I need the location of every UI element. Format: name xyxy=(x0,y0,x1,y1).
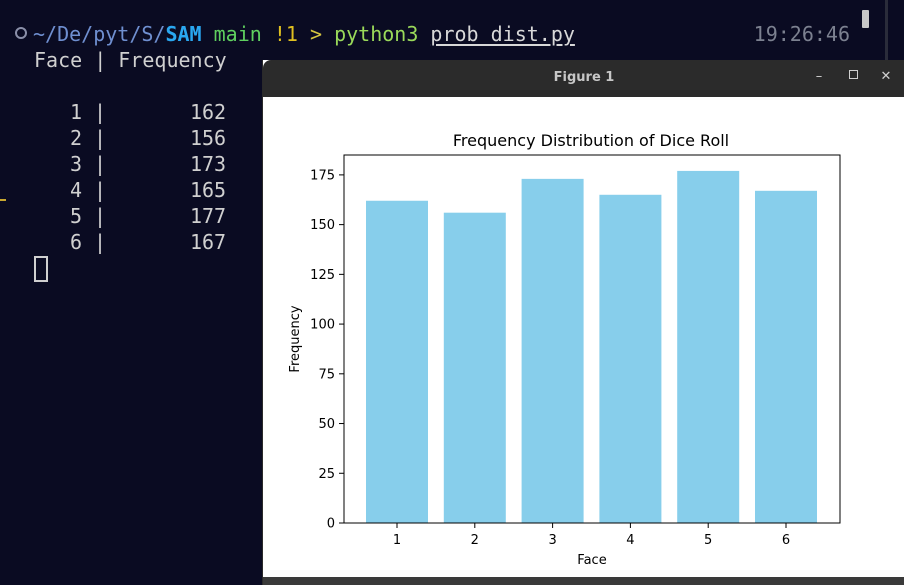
y-tick-label: 0 xyxy=(327,517,335,532)
row-frequency: 165 xyxy=(189,178,227,202)
bar-face-4 xyxy=(599,194,662,523)
figure-title: Figure 1 xyxy=(553,70,615,85)
y-tick-label: 175 xyxy=(310,168,335,183)
output-header: Face | Frequency xyxy=(34,48,227,72)
minimize-button[interactable]: – xyxy=(815,69,823,84)
row-face: 5 xyxy=(69,204,82,228)
output-row: 2 | 156 xyxy=(34,125,226,151)
terminal-scrollbar-thumb[interactable] xyxy=(862,10,869,28)
figure-window[interactable]: Figure 1 – ✕ Frequency Distribution of D… xyxy=(262,60,904,585)
row-frequency: 177 xyxy=(189,204,227,228)
y-tick-label: 75 xyxy=(318,367,335,382)
window-divider xyxy=(885,0,888,60)
plot-frame xyxy=(343,154,841,524)
x-tick-label: 3 xyxy=(548,533,556,548)
maximize-icon xyxy=(848,70,858,79)
shell-prompt: ~/De/pyt/S/SAM main !1 > python3 prob_di… xyxy=(15,21,575,47)
git-status: !1 xyxy=(273,22,298,46)
command-argument: prob_dist.py xyxy=(430,22,575,46)
prompt-time: 19:26:46 xyxy=(753,22,850,46)
x-tick-label: 1 xyxy=(393,533,401,548)
git-branch: main xyxy=(213,22,262,46)
x-tick-label: 6 xyxy=(782,533,790,548)
y-tick-label: 100 xyxy=(310,318,335,333)
row-frequency: 167 xyxy=(189,230,227,254)
prompt-path: ~/De/pyt/S/ xyxy=(33,22,166,46)
y-tick-label: 150 xyxy=(310,218,335,233)
figure-statusbar xyxy=(263,577,904,585)
maximize-button[interactable] xyxy=(845,69,861,85)
row-face: 6 xyxy=(69,230,82,254)
prompt-current-dir: SAM xyxy=(165,22,202,46)
row-frequency: 156 xyxy=(189,126,227,150)
bar-chart: Frequency Distribution of Dice Roll 0255… xyxy=(288,131,841,568)
figure-titlebar[interactable]: Figure 1 – ✕ xyxy=(263,60,904,97)
output-row: 1 | 162 xyxy=(34,99,226,125)
x-axis-label: Face xyxy=(577,553,606,568)
x-tick-label: 5 xyxy=(704,533,712,548)
row-face: 1 xyxy=(69,100,82,124)
output-row: 3 | 173 xyxy=(34,151,226,177)
row-frequency: 173 xyxy=(189,152,227,176)
row-face: 4 xyxy=(69,178,82,202)
y-axis-label: Frequency xyxy=(288,305,303,372)
prompt-circle-icon xyxy=(15,27,27,39)
bar-face-6 xyxy=(755,190,817,523)
row-face: 3 xyxy=(69,152,82,176)
row-frequency: 162 xyxy=(189,100,227,124)
chart-title: Frequency Distribution of Dice Roll xyxy=(453,131,729,150)
y-tick-label: 25 xyxy=(318,467,335,482)
output-row: 5 | 177 xyxy=(34,203,226,229)
command-name: python3 xyxy=(334,22,419,46)
bar-face-1 xyxy=(366,200,428,523)
terminal-cursor xyxy=(34,256,48,282)
x-tick-label: 4 xyxy=(626,533,634,548)
bar-face-2 xyxy=(443,212,506,523)
prompt-arrow: > xyxy=(309,22,323,46)
output-row: 6 | 167 xyxy=(34,229,226,255)
left-edge-marker xyxy=(0,199,6,201)
output-row: 4 | 165 xyxy=(34,177,226,203)
x-tick-label: 2 xyxy=(471,533,479,548)
bar-face-5 xyxy=(677,170,740,523)
bar-face-3 xyxy=(521,178,584,523)
close-button[interactable]: ✕ xyxy=(880,69,892,84)
y-tick-label: 125 xyxy=(310,268,335,283)
row-face: 2 xyxy=(69,126,82,150)
y-tick-label: 50 xyxy=(318,417,335,432)
